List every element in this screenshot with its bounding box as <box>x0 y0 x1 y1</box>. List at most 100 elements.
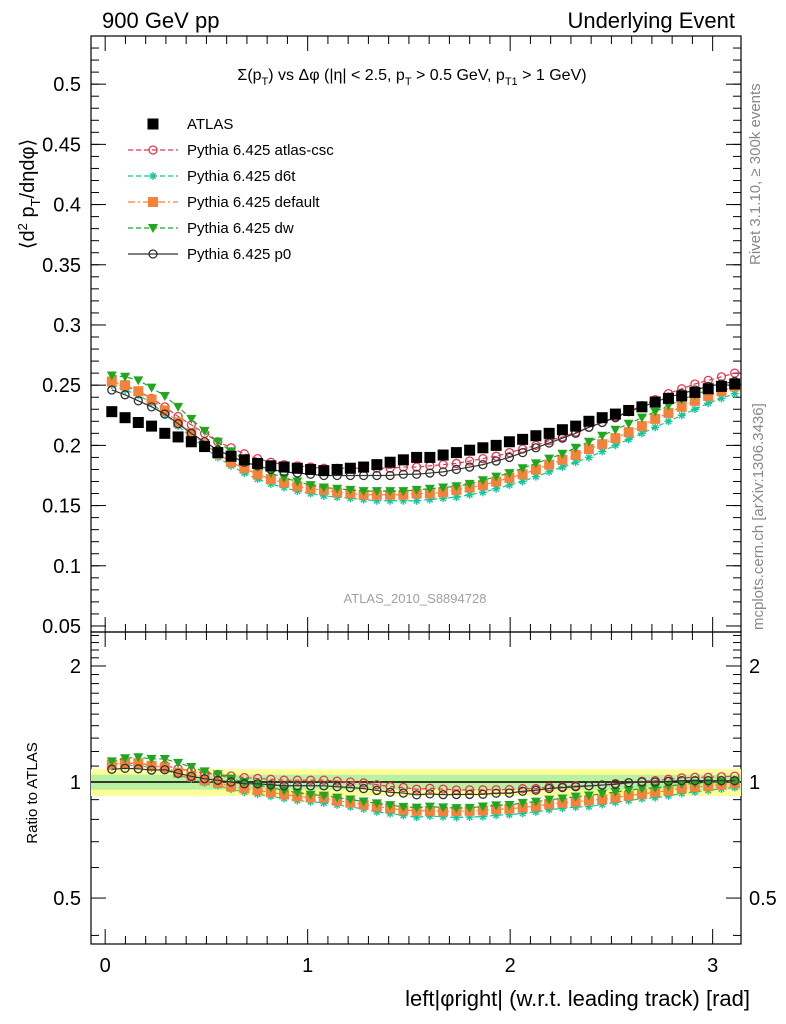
ratio-point-pythia-6-425-p0 <box>637 777 647 787</box>
data-point-pythia-6-425-dw <box>398 487 409 497</box>
ratio-point-pythia-6-425-default <box>636 788 647 799</box>
data-point-atlas <box>185 436 197 448</box>
ratio-point-pythia-6-425-p0 <box>319 781 329 791</box>
data-point-pythia-6-425-dw <box>464 479 475 489</box>
ratio-point-pythia-6-425-default <box>610 792 621 803</box>
data-point-pythia-6-425-dw <box>212 437 223 447</box>
data-point-pythia-6-425-p0 <box>438 467 448 477</box>
ratio-point-pythia-6-425-atlas-csc <box>518 784 528 794</box>
ratio-point-pythia-6-425-default <box>159 762 170 773</box>
data-point-pythia-6-425-p0 <box>518 447 528 458</box>
legend-marker-pythia-6-425-dw <box>148 224 158 233</box>
ratio-point-pythia-6-425-p0 <box>332 782 342 792</box>
ratio-tick-label-right: 2 <box>749 656 760 678</box>
ratio-point-pythia-6-425-atlas-csc <box>398 782 409 793</box>
data-point-pythia-6-425-dw <box>371 487 382 497</box>
data-point-atlas <box>583 415 595 427</box>
data-point-pythia-6-425-p0 <box>372 470 382 481</box>
data-point-pythia-6-425-dw <box>597 431 608 441</box>
data-point-atlas <box>371 459 383 471</box>
data-point-atlas <box>159 427 171 439</box>
y-tick-label: 0.5 <box>53 74 81 96</box>
ratio-point-pythia-6-425-dw <box>332 793 343 803</box>
ratio-point-pythia-6-425-p0 <box>730 776 740 786</box>
ratio-axis-ticks: 0.5 0.5 1 1 2 2 0 1 2 3 <box>53 632 777 977</box>
data-point-atlas <box>715 380 727 392</box>
data-point-pythia-6-425-dw <box>544 454 555 464</box>
data-point-atlas <box>676 390 688 402</box>
ratio-point-pythia-6-425-p0 <box>279 781 289 791</box>
ratio-point-pythia-6-425-dw <box>623 786 634 796</box>
data-point-pythia-6-425-d6t <box>584 453 593 462</box>
data-point-pythia-6-425-default <box>623 427 634 438</box>
ratio-point-pythia-6-425-dw <box>477 802 488 812</box>
data-point-atlas <box>358 461 370 473</box>
data-point-atlas <box>649 396 661 408</box>
ratio-point-pythia-6-425-dw <box>252 780 263 790</box>
ratio-point-pythia-6-425-p0 <box>133 764 143 774</box>
data-point-pythia-6-425-atlas-csc <box>491 451 501 461</box>
y-tick-label: 0.25 <box>42 375 81 397</box>
legend-marker-pythia-6-425-d6t <box>149 172 157 180</box>
data-point-atlas <box>252 457 264 469</box>
data-point-pythia-6-425-default <box>517 469 528 480</box>
ratio-point-pythia-6-425-dw <box>689 779 700 789</box>
ratio-point-pythia-6-425-atlas-csc <box>411 784 422 794</box>
ratio-point-pythia-6-425-atlas-csc <box>345 777 356 787</box>
ratio-point-pythia-6-425-p0 <box>305 781 316 791</box>
data-point-pythia-6-425-dw <box>332 484 343 494</box>
ratio-point-pythia-6-425-p0 <box>239 779 249 789</box>
legend-marker-pythia-6-425-default <box>148 197 158 207</box>
ratio-point-pythia-6-425-p0 <box>690 775 700 786</box>
legend-entry-pythia-6-425-atlas-csc: Pythia 6.425 atlas-csc <box>128 142 334 159</box>
ratio-point-pythia-6-425-dw <box>358 797 369 807</box>
data-point-pythia-6-425-default <box>173 417 184 428</box>
ratio-point-pythia-6-425-default <box>583 795 594 806</box>
header-right: Underlying Event <box>567 8 735 33</box>
legend-entry-atlas: ATLAS <box>147 116 233 133</box>
data-point-pythia-6-425-d6t <box>531 472 540 481</box>
legend: ATLAS Pythia 6.425 atlas-csc Pythia 6.425 … <box>128 116 334 263</box>
ratio-point-pythia-6-425-dw <box>292 788 303 798</box>
y-tick-label: 0.05 <box>42 616 81 638</box>
y-tick-label: 0.4 <box>53 195 81 217</box>
data-point-atlas <box>397 454 409 466</box>
data-point-pythia-6-425-d6t <box>690 405 699 414</box>
ratio-point-pythia-6-425-p0 <box>425 789 435 799</box>
ratio-point-pythia-6-425-dw <box>146 754 157 764</box>
ratio-point-pythia-6-425-dw <box>729 777 740 787</box>
data-point-pythia-6-425-atlas-csc <box>451 458 462 469</box>
data-point-atlas <box>450 447 462 459</box>
data-point-pythia-6-425-default <box>557 454 568 465</box>
analysis-watermark: ATLAS_2010_S8894728 <box>344 591 487 606</box>
series-atlas <box>106 378 741 477</box>
data-point-pythia-6-425-d6t <box>664 417 673 426</box>
data-point-atlas <box>212 447 224 459</box>
data-point-atlas <box>623 404 635 416</box>
data-point-pythia-6-425-p0 <box>120 390 130 400</box>
data-point-pythia-6-425-default <box>133 386 144 397</box>
ratio-point-pythia-6-425-atlas-csc <box>292 775 302 785</box>
data-point-atlas <box>238 454 250 466</box>
data-point-pythia-6-425-p0 <box>531 443 541 453</box>
data-point-atlas <box>662 392 674 404</box>
ratio-point-pythia-6-425-p0 <box>398 788 409 798</box>
data-point-pythia-6-425-p0 <box>464 462 475 472</box>
data-point-pythia-6-425-dw <box>305 481 316 491</box>
ratio-point-pythia-6-425-default <box>623 790 634 801</box>
x-axis-label: left|φright| (w.r.t. leading track) [rad… <box>405 986 750 1011</box>
data-point-atlas <box>636 401 648 413</box>
ratio-point-pythia-6-425-p0 <box>531 785 541 795</box>
ratio-point-pythia-6-425-dw <box>464 803 475 813</box>
ratio-point-pythia-6-425-atlas-csc <box>372 780 382 790</box>
data-point-atlas <box>490 439 502 451</box>
legend-entry-pythia-6-425-d6t: Pythia 6.425 d6t <box>128 168 296 185</box>
ratio-point-pythia-6-425-dw <box>570 792 581 802</box>
data-point-pythia-6-425-dw <box>451 482 462 492</box>
x-tick-label: 0 <box>100 955 111 977</box>
ratio-point-pythia-6-425-p0 <box>451 789 462 800</box>
data-point-pythia-6-425-dw <box>557 449 568 459</box>
ratio-point-pythia-6-425-dw <box>504 800 515 810</box>
data-point-pythia-6-425-dw <box>477 476 488 486</box>
